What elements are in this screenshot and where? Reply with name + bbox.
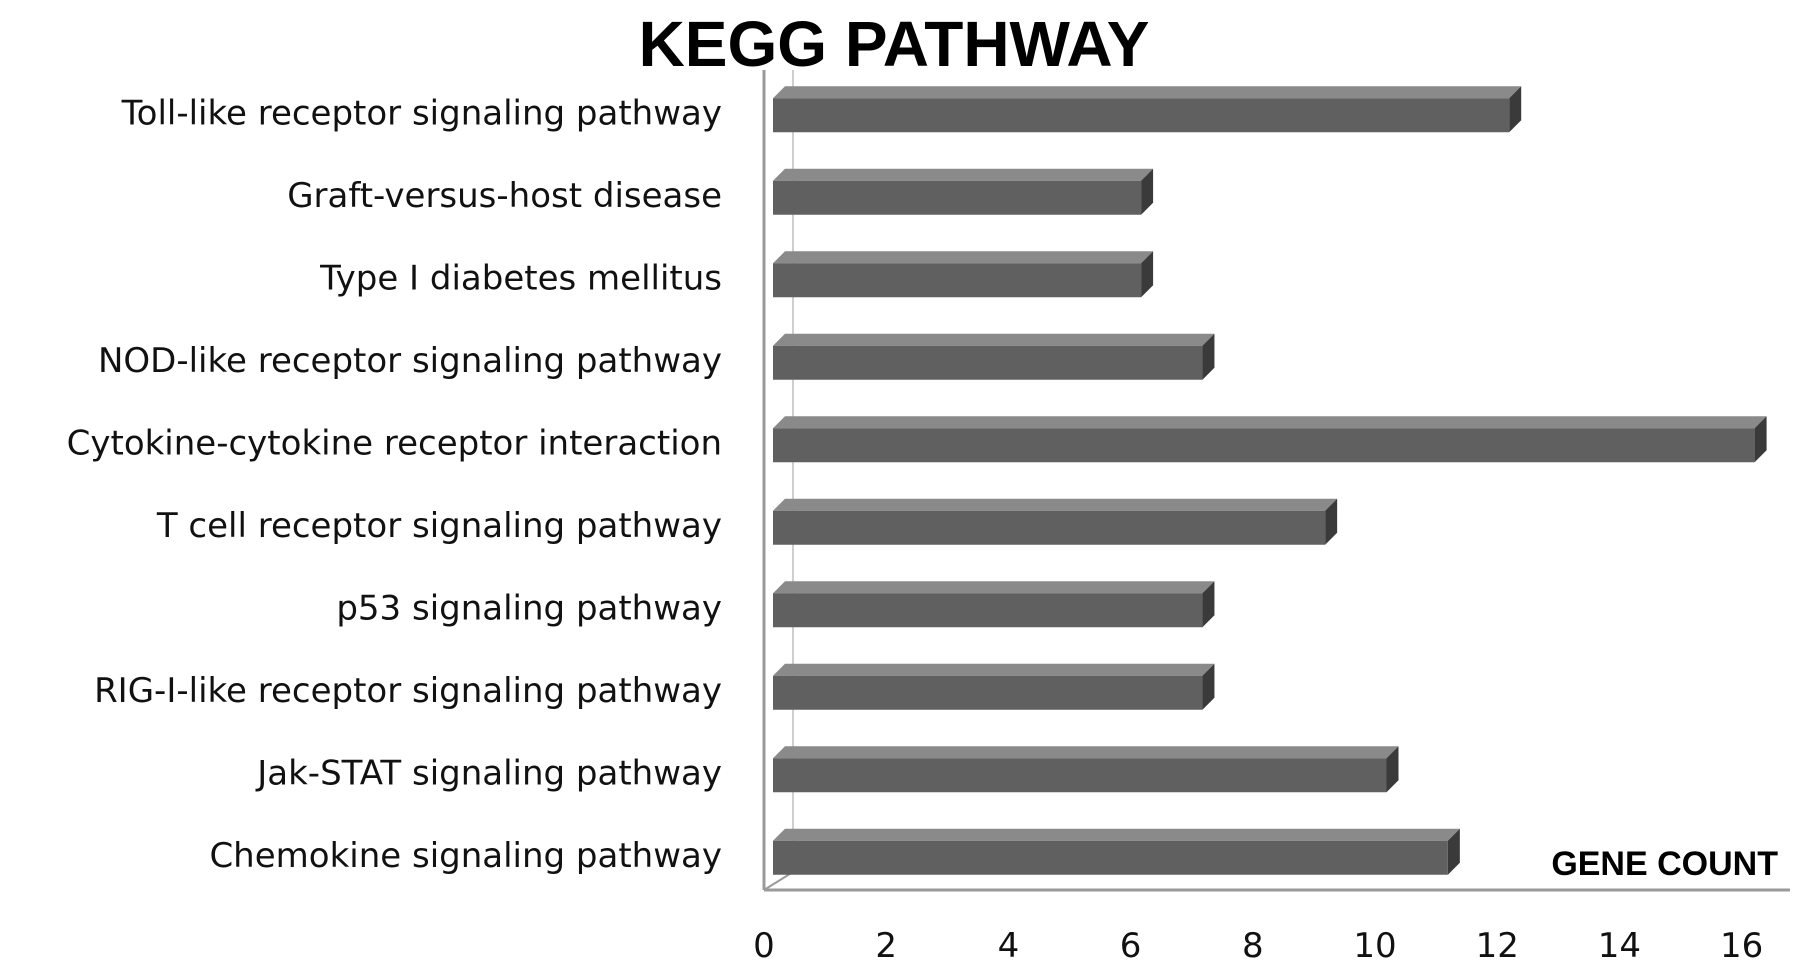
category-label: T cell receptor signaling pathway: [156, 506, 722, 546]
bar-side-face: [1141, 251, 1154, 298]
bar-9: [773, 746, 1399, 793]
category-label: p53 signaling pathway: [336, 588, 722, 628]
category-label: Cytokine-cytokine receptor interaction: [67, 423, 722, 463]
x-tick-label: 16: [1720, 926, 1763, 966]
bar-side-face: [1386, 746, 1399, 793]
bar-1: [773, 86, 1522, 133]
bar-6: [773, 498, 1338, 545]
bar-top-face: [773, 168, 1154, 181]
bar-top-face: [773, 663, 1215, 676]
bar-2: [773, 168, 1154, 215]
bar-front-face: [773, 428, 1755, 463]
x-tick-label: 2: [875, 926, 897, 966]
bar-side-face: [1447, 828, 1460, 875]
x-tick-label: 12: [1476, 926, 1519, 966]
bar-front-face: [773, 675, 1203, 710]
bar-side-face: [1202, 333, 1215, 380]
bar-side-face: [1325, 498, 1338, 545]
bar-side-face: [1141, 168, 1154, 215]
bar-side-face: [1202, 581, 1215, 628]
bar-front-face: [773, 345, 1203, 380]
bar-side-face: [1754, 416, 1767, 463]
bar-top-face: [773, 333, 1215, 346]
category-label: Graft-versus-host disease: [287, 176, 722, 216]
x-tick-label: 0: [753, 926, 775, 966]
bars-group: [773, 86, 1767, 875]
category-label: Jak-STAT signaling pathway: [255, 753, 722, 793]
bar-side-face: [1509, 86, 1522, 133]
bar-front-face: [773, 180, 1142, 215]
category-labels: Toll-like receptor signaling pathway Graf…: [67, 93, 722, 876]
bar-7: [773, 581, 1215, 628]
bar-top-face: [773, 251, 1154, 264]
x-tick-label: 10: [1353, 926, 1396, 966]
x-tick-labels: 0 2 4 6 8 10 12 14 16: [753, 926, 1763, 966]
bar-front-face: [773, 840, 1448, 875]
bar-top-face: [773, 86, 1522, 99]
bar-front-face: [773, 263, 1142, 298]
category-label: NOD-like receptor signaling pathway: [98, 341, 722, 381]
chart-title: KEGG PATHWAY: [639, 8, 1150, 80]
bar-front-face: [773, 593, 1203, 628]
bar-4: [773, 333, 1215, 380]
bar-top-face: [773, 498, 1338, 511]
bar-3: [773, 251, 1154, 298]
category-label: Chemokine signaling pathway: [209, 836, 722, 876]
bar-front-face: [773, 510, 1326, 545]
bar-8: [773, 663, 1215, 710]
bar-side-face: [1202, 663, 1215, 710]
bar-top-face: [773, 746, 1399, 759]
x-tick-label: 14: [1598, 926, 1641, 966]
x-tick-label: 6: [1120, 926, 1142, 966]
bar-top-face: [773, 581, 1215, 594]
category-label: Toll-like receptor signaling pathway: [121, 93, 722, 133]
axis-depth-line: [763, 871, 794, 891]
bar-10: [773, 828, 1460, 875]
bar-top-face: [773, 416, 1767, 429]
x-tick-label: 8: [1242, 926, 1264, 966]
bar-front-face: [773, 98, 1510, 133]
bar-front-face: [773, 758, 1387, 793]
x-tick-label: 4: [998, 926, 1020, 966]
bar-top-face: [773, 828, 1460, 841]
bar-5: [773, 416, 1767, 463]
category-label: RIG-I-like receptor signaling pathway: [94, 671, 722, 711]
x-axis-label: GENE COUNT: [1551, 845, 1778, 883]
category-label: Type I diabetes mellitus: [319, 258, 722, 298]
